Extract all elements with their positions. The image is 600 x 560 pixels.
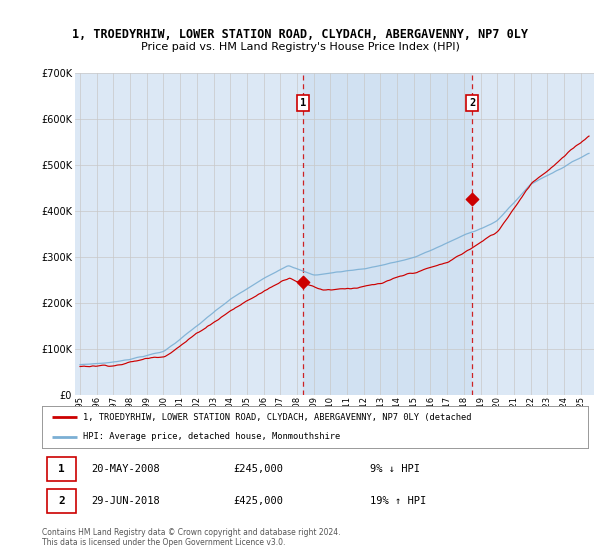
Text: £245,000: £245,000: [233, 464, 283, 474]
Bar: [303, 73, 472, 395]
Text: 29-JUN-2018: 29-JUN-2018: [91, 496, 160, 506]
Text: 1, TROEDYRHIW, LOWER STATION ROAD, CLYDACH, ABERGAVENNY, NP7 0LY: 1, TROEDYRHIW, LOWER STATION ROAD, CLYDA…: [72, 28, 528, 41]
Text: £425,000: £425,000: [233, 496, 283, 506]
Text: 1: 1: [300, 99, 307, 109]
Text: Price paid vs. HM Land Registry's House Price Index (HPI): Price paid vs. HM Land Registry's House …: [140, 42, 460, 52]
Text: 9% ↓ HPI: 9% ↓ HPI: [370, 464, 419, 474]
Text: HPI: Average price, detached house, Monmouthshire: HPI: Average price, detached house, Monm…: [83, 432, 340, 441]
Point: [298, 278, 308, 287]
Text: Contains HM Land Registry data © Crown copyright and database right 2024.
This d: Contains HM Land Registry data © Crown c…: [42, 528, 341, 547]
Text: 20-MAY-2008: 20-MAY-2008: [91, 464, 160, 474]
Text: 2: 2: [469, 99, 475, 109]
FancyBboxPatch shape: [47, 489, 76, 513]
Text: 19% ↑ HPI: 19% ↑ HPI: [370, 496, 426, 506]
Point: [467, 195, 477, 204]
Text: 1, TROEDYRHIW, LOWER STATION ROAD, CLYDACH, ABERGAVENNY, NP7 0LY (detached: 1, TROEDYRHIW, LOWER STATION ROAD, CLYDA…: [83, 413, 472, 422]
Text: 1: 1: [58, 464, 65, 474]
Text: 2: 2: [58, 496, 65, 506]
FancyBboxPatch shape: [47, 458, 76, 482]
